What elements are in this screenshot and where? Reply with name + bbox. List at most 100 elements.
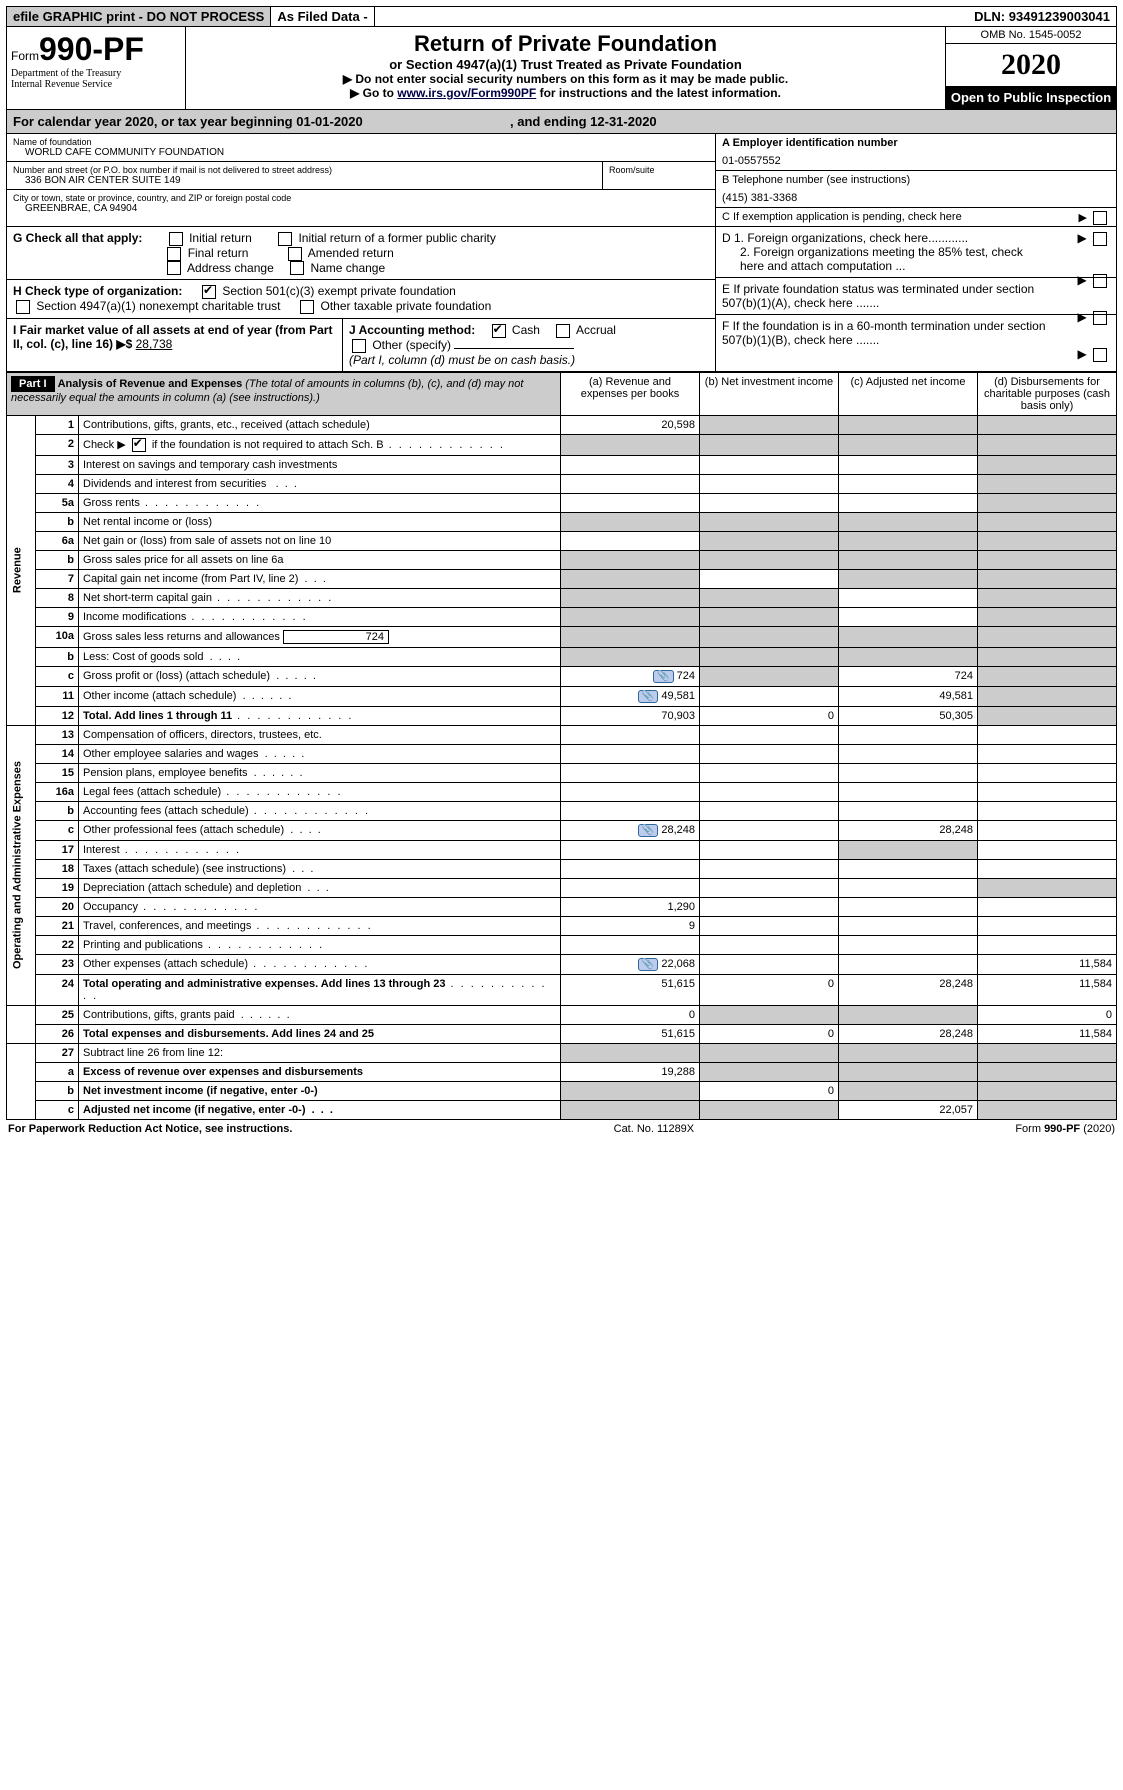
r17-n: 17 [36, 840, 79, 859]
r13-d: Compensation of officers, directors, tru… [79, 725, 561, 744]
form-number: 990-PF [39, 31, 144, 67]
r5a-n: 5a [36, 493, 79, 512]
r19-n: 19 [36, 878, 79, 897]
h-4947-checkbox[interactable] [16, 300, 30, 314]
d1-checkbox[interactable] [1093, 232, 1107, 246]
i-value: 28,738 [136, 337, 173, 351]
g-final-checkbox[interactable] [167, 247, 181, 261]
instr-post: for instructions and the latest informat… [536, 86, 781, 100]
omb-number: OMB No. 1545-0052 [946, 27, 1116, 44]
as-filed-label: As Filed Data - [271, 7, 374, 26]
j-cell: J Accounting method: Cash Accrual Other … [343, 319, 715, 371]
r15-d: Pension plans, employee benefits . . . .… [79, 763, 561, 782]
j-other-checkbox[interactable] [352, 339, 366, 353]
name-label: Name of foundation [13, 137, 709, 147]
attach-icon[interactable]: 📎 [638, 824, 658, 837]
r27b-n: b [36, 1081, 79, 1100]
c-checkbox[interactable] [1093, 211, 1107, 225]
g-address-checkbox[interactable] [167, 261, 181, 275]
r21-a: 9 [561, 916, 700, 935]
e-checkbox[interactable] [1093, 311, 1107, 325]
r2-n: 2 [36, 434, 79, 455]
d2-label: 2. Foreign organizations meeting the 85%… [722, 245, 1050, 273]
h-other-checkbox[interactable] [300, 300, 314, 314]
footer-left: For Paperwork Reduction Act Notice, see … [8, 1123, 292, 1135]
r26-n: 26 [36, 1024, 79, 1043]
row-25: 25Contributions, gifts, grants paid . . … [7, 1005, 1117, 1024]
r2-checkbox[interactable] [132, 438, 146, 452]
header-mid: Return of Private Foundation or Section … [186, 27, 945, 109]
r1-d-col [978, 415, 1117, 434]
cal-end: 12-31-2020 [590, 114, 657, 129]
part1-table: Part I Analysis of Revenue and Expenses … [6, 372, 1117, 1120]
r24-b: 0 [700, 974, 839, 1005]
entity-block: Name of foundation WORLD CAFE COMMUNITY … [6, 134, 1117, 227]
r25-n: 25 [36, 1005, 79, 1024]
r3-n: 3 [36, 455, 79, 474]
r6b-d: Gross sales price for all assets on line… [79, 550, 561, 569]
attach-icon[interactable]: 📎 [638, 690, 658, 703]
r1-b [700, 415, 839, 434]
i-cell: I Fair market value of all assets at end… [7, 319, 343, 371]
attach-icon[interactable]: 📎 [653, 670, 673, 683]
row-16c: cOther professional fees (attach schedul… [7, 820, 1117, 840]
r5b-d: Net rental income or (loss) [79, 512, 561, 531]
d2-checkbox[interactable] [1093, 274, 1107, 288]
row-27a: aExcess of revenue over expenses and dis… [7, 1062, 1117, 1081]
row-27: 27Subtract line 26 from line 12: [7, 1043, 1117, 1062]
j-cash-checkbox[interactable] [492, 324, 506, 338]
g-initial-checkbox[interactable] [169, 232, 183, 246]
ein-label: A Employer identification number [722, 137, 1110, 149]
row-8: 8Net short-term capital gain [7, 588, 1117, 607]
attach-icon[interactable]: 📎 [638, 958, 658, 971]
addr-label: Number and street (or P.O. box number if… [13, 165, 596, 175]
phone-label: B Telephone number (see instructions) [722, 174, 1110, 186]
f-label: F If the foundation is in a 60-month ter… [722, 319, 1052, 347]
expenses-side-label: Operating and Administrative Expenses [7, 725, 36, 1005]
r3-d: Interest on savings and temporary cash i… [79, 455, 561, 474]
r24-d-col: 11,584 [978, 974, 1117, 1005]
g-name-checkbox[interactable] [290, 261, 304, 275]
r12-c: 50,305 [839, 706, 978, 725]
part1-title: Analysis of Revenue and Expenses [58, 378, 243, 390]
c-label: C If exemption application is pending, c… [722, 211, 962, 223]
r21-d: Travel, conferences, and meetings [79, 916, 561, 935]
r26-b: 0 [700, 1024, 839, 1043]
h-other: Other taxable private foundation [321, 299, 492, 313]
col-b-hdr: (b) Net investment income [700, 372, 839, 415]
irs-link[interactable]: www.irs.gov/Form990PF [397, 86, 536, 100]
r16a-n: 16a [36, 782, 79, 801]
g-initial-former: Initial return of a former public charit… [298, 231, 495, 245]
f-checkbox[interactable] [1093, 348, 1107, 362]
r27c-n: c [36, 1100, 79, 1119]
r10b-n: b [36, 647, 79, 666]
r25-d: Contributions, gifts, grants paid . . . … [79, 1005, 561, 1024]
r16b-d: Accounting fees (attach schedule) [79, 801, 561, 820]
cal-begin: 01-01-2020 [296, 114, 363, 129]
row-17: 17Interest [7, 840, 1117, 859]
g-amended: Amended return [308, 246, 394, 260]
r2-post: if the foundation is not required to att… [149, 439, 384, 451]
r21-n: 21 [36, 916, 79, 935]
addr-row: Number and street (or P.O. box number if… [7, 162, 715, 190]
h-501c3-checkbox[interactable] [202, 285, 216, 299]
g-amended-checkbox[interactable] [288, 247, 302, 261]
j-accrual-checkbox[interactable] [556, 324, 570, 338]
r9-n: 9 [36, 607, 79, 626]
row-16b: bAccounting fees (attach schedule) [7, 801, 1117, 820]
g-row: G Check all that apply: Initial return I… [7, 227, 715, 280]
city-cell: City or town, state or province, country… [7, 190, 715, 217]
r27-d: Subtract line 26 from line 12: [79, 1043, 561, 1062]
g-initial: Initial return [189, 231, 252, 245]
h-label: H Check type of organization: [13, 284, 182, 298]
efile-label: efile GRAPHIC print - DO NOT PROCESS [7, 7, 271, 26]
r12-d: Total. Add lines 1 through 11 [79, 706, 561, 725]
r5a-d: Gross rents [79, 493, 561, 512]
dln-label: DLN: [974, 9, 1009, 24]
instr-link-row: ▶ Go to www.irs.gov/Form990PF for instru… [196, 86, 935, 100]
row-26: 26Total expenses and disbursements. Add … [7, 1024, 1117, 1043]
row-5b: bNet rental income or (loss) [7, 512, 1117, 531]
addr-cell: Number and street (or P.O. box number if… [7, 162, 603, 189]
g-initial-former-checkbox[interactable] [278, 232, 292, 246]
r24-c: 28,248 [839, 974, 978, 1005]
